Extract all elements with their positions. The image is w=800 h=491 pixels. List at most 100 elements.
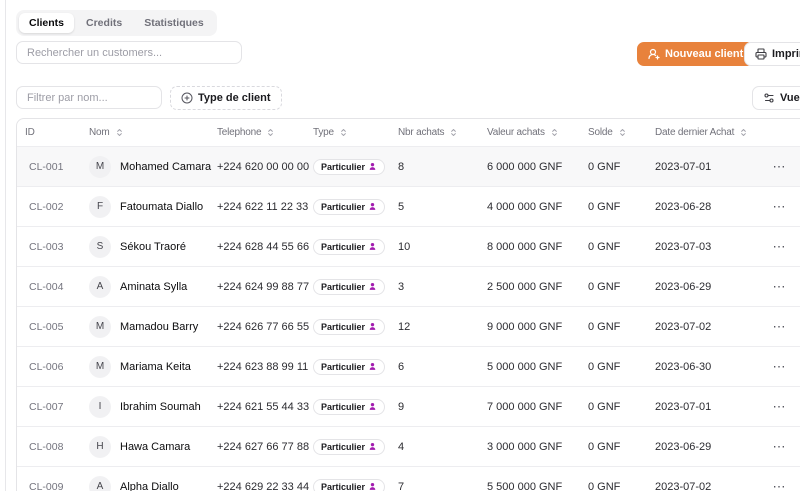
client-type-cell: Particulier [305,318,390,335]
tab-statistiques[interactable]: Statistiques [134,13,214,33]
table-row[interactable]: CL-004 A Aminata Sylla +224 624 99 88 77… [17,266,800,306]
client-name-cell: A Alpha Diallo [81,475,209,491]
client-balance: 0 GNF [588,360,621,373]
column-header[interactable]: Valeur achats [479,127,580,138]
table-row[interactable]: CL-006 M Mariama Keita +224 623 88 99 11… [17,346,800,386]
column-header[interactable]: Telephone [209,127,305,138]
client-id: CL-003 [29,240,64,253]
client-purchase-count: 6 [398,360,405,373]
sort-icon[interactable] [115,128,124,137]
table-row[interactable]: CL-008 H Hawa Camara +224 627 66 77 88 P… [17,426,800,466]
row-actions-cell: ⋯ [757,317,800,336]
client-purchase-value: 5 000 000 GNF [487,360,563,373]
client-id: CL-001 [29,160,64,173]
sort-icon[interactable] [618,128,627,137]
client-last-purchase-date: 2023-06-29 [655,440,712,453]
client-type-cell: Particulier [305,478,390,491]
row-menu-button[interactable]: ⋯ [767,357,792,376]
table-row[interactable]: CL-003 S Sékou Traoré +224 628 44 55 66 … [17,226,800,266]
row-menu-button[interactable]: ⋯ [767,437,792,456]
column-header-label: ID [25,127,35,138]
tab-clients[interactable]: Clients [19,13,75,33]
client-phone: +224 621 55 44 33 [217,400,310,413]
sort-icon[interactable] [339,128,348,137]
tabs-list: Clients Credits Statistiques [16,10,217,36]
client-type-cell: Particulier [305,238,390,255]
row-menu-button[interactable]: ⋯ [767,197,792,216]
person-icon [368,202,377,211]
avatar: I [89,395,111,418]
client-type-badge: Particulier [313,398,386,415]
client-type-cell: Particulier [305,198,390,215]
column-header-label: Date dernier Achat [655,127,735,138]
tab-credits[interactable]: Credits [76,13,132,33]
search-input[interactable] [16,41,242,64]
client-purchase-value: 7 000 000 GNF [487,400,563,413]
sort-icon[interactable] [266,128,275,137]
column-header[interactable]: Nbr achats [390,127,479,138]
client-type-cell: Particulier [305,158,390,175]
row-menu-button[interactable]: ⋯ [767,397,792,416]
row-actions-cell: ⋯ [757,197,800,216]
row-menu-button[interactable]: ⋯ [767,477,792,491]
column-header[interactable]: Nom [81,127,209,138]
client-type-badge: Particulier [313,278,386,295]
sort-icon[interactable] [550,128,559,137]
print-button[interactable]: Imprimer [744,42,800,66]
client-type-badge: Particulier [313,198,386,215]
row-menu-button[interactable]: ⋯ [767,277,792,296]
sliders-icon [763,92,775,104]
sort-icon[interactable] [739,128,748,137]
client-last-purchase-date: 2023-07-03 [655,240,712,253]
column-header[interactable]: Solde [580,127,647,138]
type-filter-button[interactable]: Type de client [170,86,282,110]
column-header[interactable]: Type [305,127,390,138]
person-icon [368,362,377,371]
row-actions-cell: ⋯ [757,237,800,256]
column-header[interactable]: ID [17,127,81,138]
client-type-label: Particulier [321,481,366,491]
client-name: Aminata Sylla [120,280,188,293]
client-id: CL-008 [29,440,64,453]
table-row[interactable]: CL-009 A Alpha Diallo +224 629 22 33 44 … [17,466,800,491]
client-name-cell: M Mohamed Camara [81,155,211,178]
client-purchase-value: 9 000 000 GNF [487,320,563,333]
column-header[interactable]: Date dernier Achat [647,127,757,138]
table-row[interactable]: CL-005 M Mamadou Barry +224 626 77 66 55… [17,306,800,346]
client-purchase-count: 12 [398,320,411,333]
client-id: CL-002 [29,200,64,213]
column-header-label: Solde [588,127,613,138]
client-name: Sékou Traoré [120,240,187,253]
client-balance: 0 GNF [588,400,621,413]
printer-icon [755,48,767,60]
circle-plus-icon [181,92,193,104]
table-body: CL-001 M Mohamed Camara +224 620 00 00 0… [17,146,800,491]
client-balance: 0 GNF [588,440,621,453]
column-header-label: Valeur achats [487,127,545,138]
client-type-badge: Particulier [313,318,386,335]
table-row[interactable]: CL-007 I Ibrahim Soumah +224 621 55 44 3… [17,386,800,426]
client-type-badge: Particulier [313,358,386,375]
row-menu-button[interactable]: ⋯ [767,237,792,256]
table-row[interactable]: CL-002 F Fatoumata Diallo +224 622 11 22… [17,186,800,226]
person-icon [368,322,377,331]
table-row[interactable]: CL-001 M Mohamed Camara +224 620 00 00 0… [17,146,800,186]
client-type-badge: Particulier [313,478,386,491]
client-last-purchase-date: 2023-07-01 [655,160,712,173]
client-balance: 0 GNF [588,200,621,213]
name-filter-input[interactable] [16,86,162,109]
client-name-cell: S Sékou Traoré [81,235,209,258]
new-client-button[interactable]: Nouveau client [637,42,755,66]
client-purchase-count: 7 [398,480,405,491]
views-label: Vues [780,92,800,104]
row-menu-button[interactable]: ⋯ [767,317,792,336]
client-type-label: Particulier [321,441,366,452]
client-balance: 0 GNF [588,160,621,173]
client-id: CL-005 [29,320,64,333]
avatar: H [89,435,111,458]
row-menu-button[interactable]: ⋯ [767,157,792,176]
sort-icon[interactable] [449,128,458,137]
views-button[interactable]: Vues [752,86,800,110]
avatar: M [89,355,111,378]
